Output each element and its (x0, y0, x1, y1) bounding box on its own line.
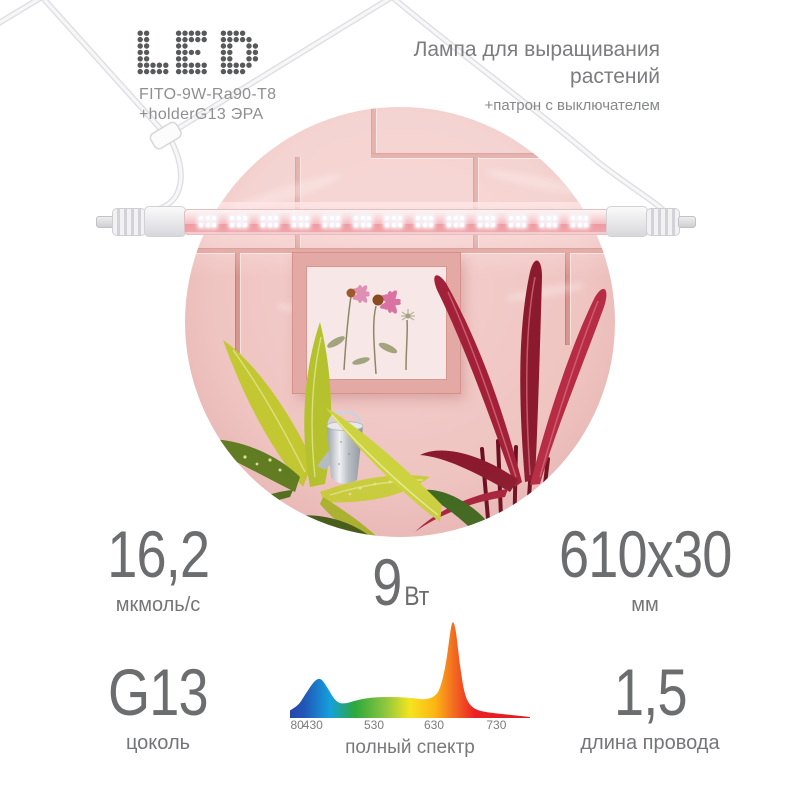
yellow-plant (193, 322, 430, 537)
title-subtitle: +патрон с выключателем (484, 97, 660, 114)
lamp-end-cap (646, 208, 680, 236)
stat-size: 610x30 мм (535, 520, 755, 617)
led-logo (137, 30, 259, 81)
product-title: Лампа для выращивания растений +патрон с… (414, 36, 660, 114)
ppf-value: 16,2 (106, 517, 210, 591)
spectrum-axis: 80 430 530 630 730 (290, 718, 530, 733)
cable-value: 1,5 (613, 655, 688, 729)
botanical-illustration (327, 285, 415, 375)
inline-switch (149, 121, 182, 150)
photo-vignette (185, 107, 615, 537)
base-value: G13 (108, 655, 209, 729)
model-line2: +holderG13 ЭРА (139, 106, 264, 123)
lamp-socket (144, 206, 186, 237)
spectrum-title: полный спектр (345, 737, 475, 758)
cable-unit: длина провода (580, 731, 720, 754)
stat-ppf: 16,2 мкмоль/с (58, 520, 258, 617)
front-leaf (325, 407, 442, 522)
power-unit: Вт (403, 581, 429, 611)
stat-base: G13 цоколь (58, 658, 258, 755)
x-tick-label: 530 (363, 718, 385, 732)
power-value: 9 (372, 545, 402, 619)
red-plant (415, 260, 615, 537)
title-line2: растений (570, 65, 660, 88)
spectrum-curve (290, 622, 530, 718)
product-photo-circle (185, 107, 615, 537)
lamp-end-pin (678, 216, 696, 228)
size-unit: мм (631, 593, 659, 616)
model-name: FITO-9W-Ra90-T8 +holderG13 ЭРА (139, 85, 276, 125)
brick-joint (235, 253, 240, 353)
lamp-end-pin (96, 216, 114, 228)
spectrum-chart: 80 430 530 630 730 полный спектр (290, 618, 530, 759)
stat-power: 9Вт (320, 548, 480, 617)
ppf-unit: мкмоль/с (115, 593, 201, 616)
picture-frame (292, 252, 461, 394)
brick-joint (565, 253, 570, 345)
model-line1: FITO-9W-Ra90-T8 (139, 86, 277, 103)
x-tick-label: 430 (302, 718, 323, 732)
lamp-end-cap (112, 208, 146, 236)
x-tick-label: 80 (290, 718, 304, 732)
title-line1: Лампа для выращивания (413, 38, 660, 61)
x-tick-label: 730 (486, 718, 507, 732)
size-value: 610x30 (558, 517, 732, 591)
stat-cable: 1,5 длина провода (540, 658, 760, 755)
x-tick-label: 630 (423, 718, 445, 732)
base-unit: цоколь (125, 731, 191, 754)
